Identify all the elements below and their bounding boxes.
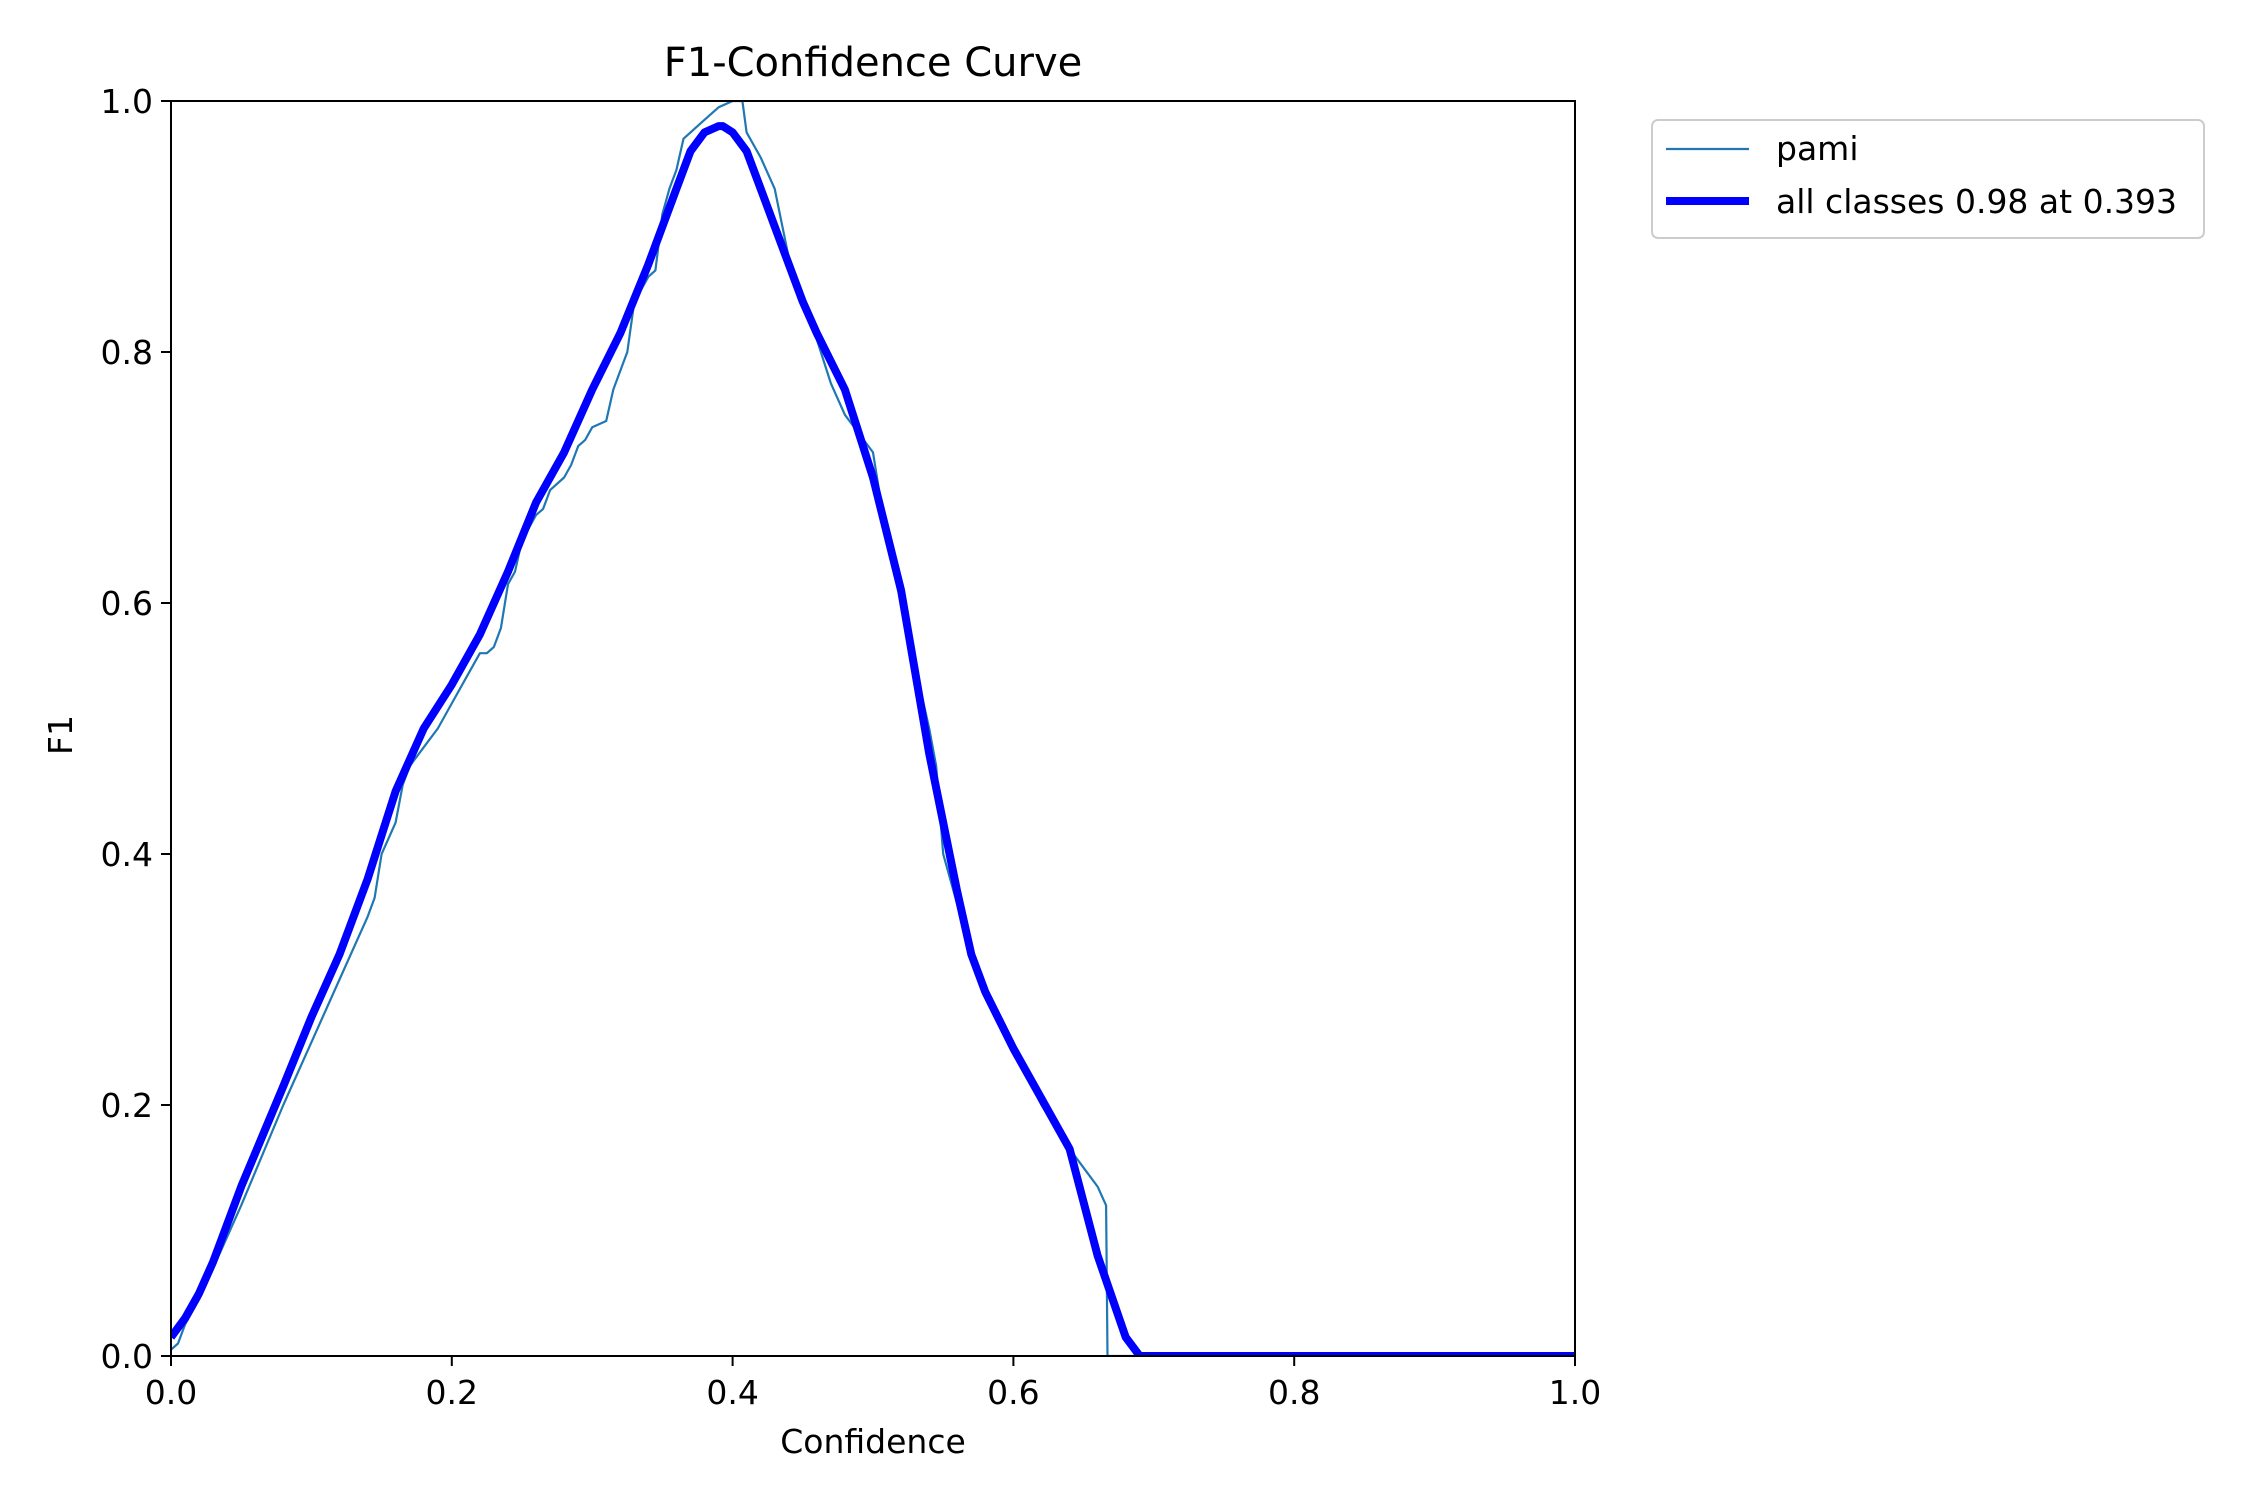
series-line-all-classes bbox=[171, 122, 1575, 1356]
x-axis-label: Confidence bbox=[780, 1422, 966, 1461]
chart-title: F1-Confidence Curve bbox=[664, 40, 1083, 86]
y-axis: 0.0 0.2 0.4 0.6 0.8 1.0 bbox=[101, 82, 171, 1376]
x-tick-label: 0.0 bbox=[145, 1373, 197, 1412]
legend-label-all-classes: all classes 0.98 at 0.393 bbox=[1776, 182, 2177, 221]
x-tick-label: 0.8 bbox=[1268, 1373, 1320, 1412]
legend-label-pami: pami bbox=[1776, 129, 1858, 168]
y-tick-label: 0.4 bbox=[101, 835, 153, 874]
plot-frame bbox=[170, 100, 1576, 1357]
legend: pami all classes 0.98 at 0.393 bbox=[1651, 119, 2205, 239]
x-axis: 0.0 0.2 0.4 0.6 0.8 1.0 bbox=[145, 1356, 1601, 1412]
y-tick-label: 0.2 bbox=[101, 1086, 153, 1125]
y-tick-label: 1.0 bbox=[101, 82, 153, 121]
x-tick-label: 0.4 bbox=[706, 1373, 758, 1412]
legend-frame bbox=[1651, 119, 2205, 239]
y-axis-label: F1 bbox=[41, 715, 80, 755]
x-tick-label: 0.6 bbox=[987, 1373, 1039, 1412]
y-tick-label: 0.0 bbox=[101, 1337, 153, 1376]
x-tick-label: 1.0 bbox=[1549, 1373, 1601, 1412]
series-layer bbox=[171, 101, 1575, 1356]
y-tick-label: 0.6 bbox=[101, 584, 153, 623]
x-tick-label: 0.2 bbox=[426, 1373, 478, 1412]
y-tick-label: 0.8 bbox=[101, 333, 153, 372]
